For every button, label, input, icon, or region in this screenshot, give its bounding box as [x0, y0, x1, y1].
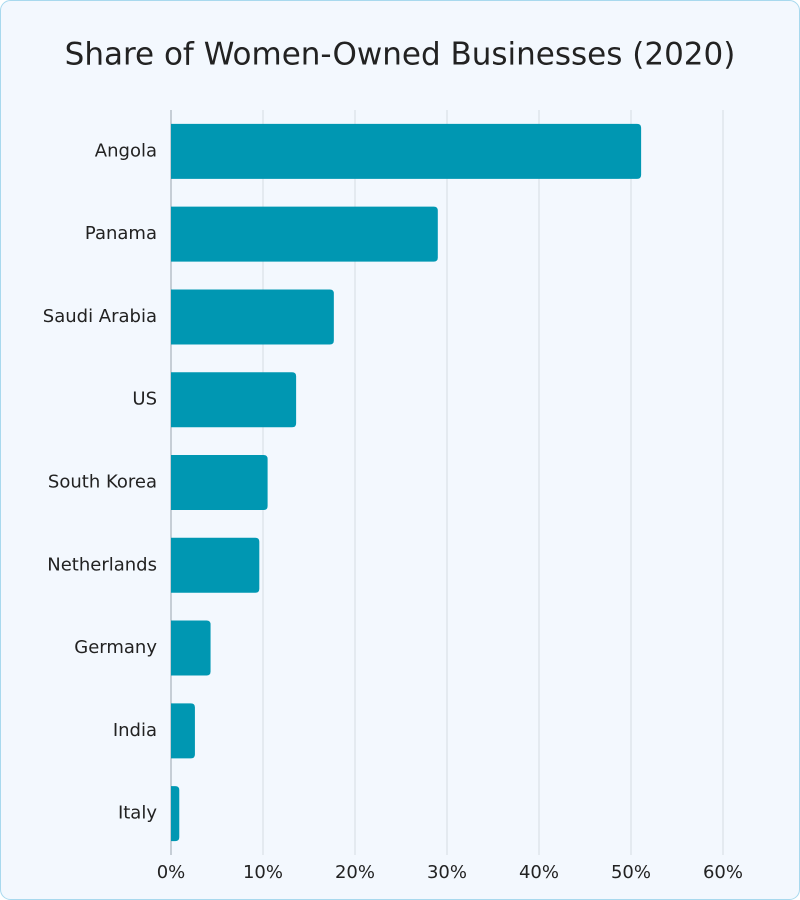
- bar: [171, 372, 297, 428]
- x-tick-label: 60%: [703, 862, 743, 883]
- x-tick-label: 10%: [243, 862, 283, 883]
- y-tick-label: South Korea: [48, 472, 157, 493]
- y-tick-label: India: [113, 720, 157, 741]
- y-tick-label: Angola: [95, 140, 157, 161]
- y-tick-label: Saudi Arabia: [43, 306, 157, 327]
- y-tick-label: US: [132, 389, 157, 410]
- y-tick-label: Netherlands: [47, 554, 157, 575]
- x-tick-label: 30%: [427, 862, 467, 883]
- bar: [171, 123, 642, 179]
- bar: [171, 620, 211, 676]
- y-tick-label: Germany: [74, 637, 157, 658]
- bar: [171, 703, 195, 759]
- chart-title: Share of Women-Owned Businesses (2020): [65, 37, 736, 73]
- x-tick-label: 20%: [335, 862, 375, 883]
- bar: [171, 786, 180, 842]
- bar: [171, 537, 260, 593]
- x-tick-label: 0%: [157, 862, 186, 883]
- bar: [171, 206, 438, 262]
- bar: [171, 289, 334, 345]
- x-tick-label: 40%: [519, 862, 559, 883]
- y-tick-label: Italy: [118, 803, 157, 824]
- bar: [171, 455, 268, 510]
- x-tick-label: 50%: [611, 862, 651, 883]
- y-tick-label: Panama: [85, 223, 157, 244]
